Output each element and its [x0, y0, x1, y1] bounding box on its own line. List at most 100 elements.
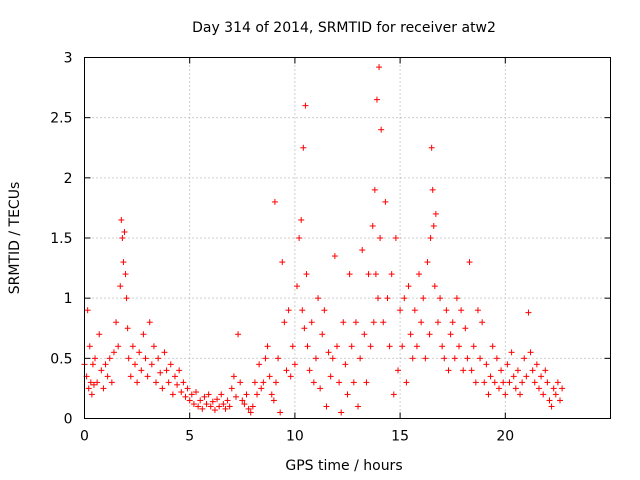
- data-point: [140, 331, 147, 338]
- data-point: [376, 64, 383, 71]
- data-point: [279, 259, 286, 266]
- data-point: [270, 397, 277, 404]
- data-point: [120, 259, 127, 266]
- data-point: [371, 186, 378, 193]
- data-point: [523, 373, 530, 380]
- data-point: [299, 307, 306, 314]
- data-point: [298, 216, 305, 223]
- data-point: [258, 385, 265, 392]
- data-point: [129, 343, 136, 350]
- data-point: [441, 355, 448, 362]
- data-point: [85, 385, 92, 392]
- y-tick-label: 0.5: [50, 351, 72, 367]
- data-point: [331, 253, 338, 260]
- data-point: [136, 349, 143, 356]
- data-point: [359, 247, 366, 254]
- data-point: [125, 355, 132, 362]
- data-point: [163, 367, 170, 374]
- y-tick-label: 0: [64, 412, 73, 428]
- data-point: [301, 325, 308, 332]
- data-point: [321, 307, 328, 314]
- data-point: [407, 331, 414, 338]
- data-point: [260, 379, 267, 386]
- data-point: [266, 373, 273, 380]
- data-point: [209, 398, 216, 405]
- data-point: [409, 355, 416, 362]
- data-point: [188, 391, 195, 398]
- data-point: [222, 405, 229, 412]
- data-point: [447, 331, 454, 338]
- x-tick-label: 20: [496, 429, 514, 445]
- data-point: [338, 409, 345, 416]
- grid: [84, 57, 611, 419]
- data-point: [372, 271, 379, 278]
- data-point: [559, 385, 566, 392]
- data-point: [121, 228, 128, 235]
- data-point: [390, 391, 397, 398]
- data-point: [350, 379, 357, 386]
- data-point: [268, 391, 275, 398]
- data-point: [144, 373, 151, 380]
- data-point: [178, 389, 185, 396]
- data-point: [445, 367, 452, 374]
- data-point: [190, 401, 197, 408]
- data-point: [117, 283, 124, 290]
- data-point: [464, 355, 471, 362]
- data-point: [201, 393, 208, 400]
- data-point: [472, 379, 479, 386]
- data-point: [216, 403, 223, 410]
- data-point: [312, 355, 319, 362]
- data-point: [403, 379, 410, 386]
- data-point: [420, 295, 427, 302]
- data-point: [161, 349, 168, 356]
- data-point: [375, 295, 382, 302]
- data-point: [529, 367, 536, 374]
- data-point: [90, 381, 97, 388]
- data-point: [336, 379, 343, 386]
- data-point: [386, 343, 393, 350]
- data-point: [127, 373, 134, 380]
- data-point: [306, 367, 313, 374]
- data-point: [498, 367, 505, 374]
- data-point: [193, 389, 200, 396]
- data-point: [424, 259, 431, 266]
- data-point: [481, 379, 488, 386]
- data-point: [544, 379, 551, 386]
- data-point: [315, 295, 322, 302]
- x-tick-label: 10: [286, 429, 304, 445]
- data-point: [514, 367, 521, 374]
- data-point: [184, 385, 191, 392]
- data-point: [171, 373, 178, 380]
- data-point: [388, 271, 395, 278]
- x-tick-label: 0: [80, 429, 89, 445]
- data-point: [262, 355, 269, 362]
- data-point: [363, 379, 370, 386]
- data-point: [456, 343, 463, 350]
- data-point: [431, 283, 438, 290]
- data-point: [106, 355, 113, 362]
- data-point: [542, 367, 549, 374]
- data-point: [384, 295, 391, 302]
- data-point: [327, 373, 334, 380]
- data-point: [214, 396, 221, 403]
- data-point: [150, 343, 157, 350]
- data-point: [146, 319, 153, 326]
- data-point: [124, 325, 131, 332]
- data-point: [557, 397, 564, 404]
- data-point: [394, 367, 401, 374]
- data-point: [552, 391, 559, 398]
- data-point: [527, 349, 534, 356]
- data-point: [348, 343, 355, 350]
- y-tick-label: 2.5: [50, 111, 72, 127]
- data-point: [500, 379, 507, 386]
- data-point: [453, 295, 460, 302]
- data-point: [439, 343, 446, 350]
- data-point: [373, 96, 380, 103]
- data-point: [477, 355, 484, 362]
- data-point: [485, 391, 492, 398]
- data-point: [94, 379, 101, 386]
- data-point: [87, 379, 94, 386]
- y-tick-label: 2: [64, 171, 73, 187]
- data-point: [232, 393, 239, 400]
